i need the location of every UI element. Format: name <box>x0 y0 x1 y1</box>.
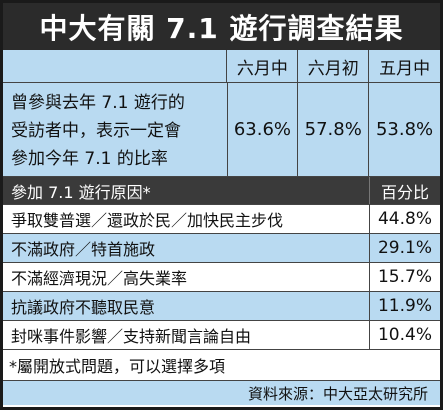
page-title: 中大有關 7.1 遊行調查結果 <box>3 3 440 50</box>
period-header-may-mid: 五月中 <box>379 58 431 79</box>
reason-label: 抗議政府不聽取民意 <box>3 292 370 320</box>
period-header-jun-mid: 六月中 <box>227 50 299 82</box>
rate-may-mid: 53.8% <box>375 119 434 140</box>
rate-jun-mid: 63.6% <box>228 83 299 176</box>
reason-value: 29.1% <box>377 238 432 258</box>
period-header-jun-early: 六月初 <box>298 50 370 82</box>
reason-label: 不滿經濟現況／高失業率 <box>3 263 370 291</box>
reason-value: 11.9% <box>377 296 432 316</box>
question-line: 參加今年 7.1 的比率 <box>11 149 168 169</box>
participation-question: 曾參與去年 7.1 遊行的 受訪者中，表示一定會 參加今年 7.1 的比率 <box>3 83 228 176</box>
reason-label: 封咪事件影響／支持新聞言論自由 <box>3 321 370 349</box>
table-row: 封咪事件影響／支持新聞言論自由 10.4% <box>3 321 440 350</box>
header-blank-cell <box>3 50 228 82</box>
table-row: 爭取雙普選／還政於民／加快民主步伐 44.8% <box>3 205 440 234</box>
reason-value: 10.4% <box>377 325 432 345</box>
source-credit: 資料來源：中大亞太研究所 <box>3 381 440 405</box>
reason-label: 不滿政府／特首施政 <box>3 234 370 262</box>
table-row: 不滿政府／特首施政 29.1% <box>3 234 440 263</box>
table-row: 不滿經濟現況／高失業率 15.7% <box>3 263 440 292</box>
rate-jun-early: 57.8% <box>298 83 370 176</box>
footnote: *屬開放式問題，可以選擇多項 <box>3 350 440 381</box>
question-line: 曾參與去年 7.1 遊行的 <box>11 93 185 113</box>
reasons-header-row: 參加 7.1 遊行原因* 百分比 <box>3 177 440 205</box>
question-line: 受訪者中，表示一定會 <box>11 121 181 141</box>
table-row: 抗議政府不聽取民意 11.9% <box>3 292 440 321</box>
period-header-row: 六月中 六月初 五月中 <box>3 50 440 83</box>
reasons-header-label: 參加 7.1 遊行原因* <box>11 182 151 202</box>
reason-label: 爭取雙普選／還政於民／加快民主步伐 <box>3 205 370 233</box>
reason-value: 44.8% <box>377 209 432 229</box>
percentage-header-label: 百分比 <box>369 177 440 204</box>
participation-rate-row: 曾參與去年 7.1 遊行的 受訪者中，表示一定會 參加今年 7.1 的比率 63… <box>3 83 440 177</box>
reason-value: 15.7% <box>377 267 432 287</box>
